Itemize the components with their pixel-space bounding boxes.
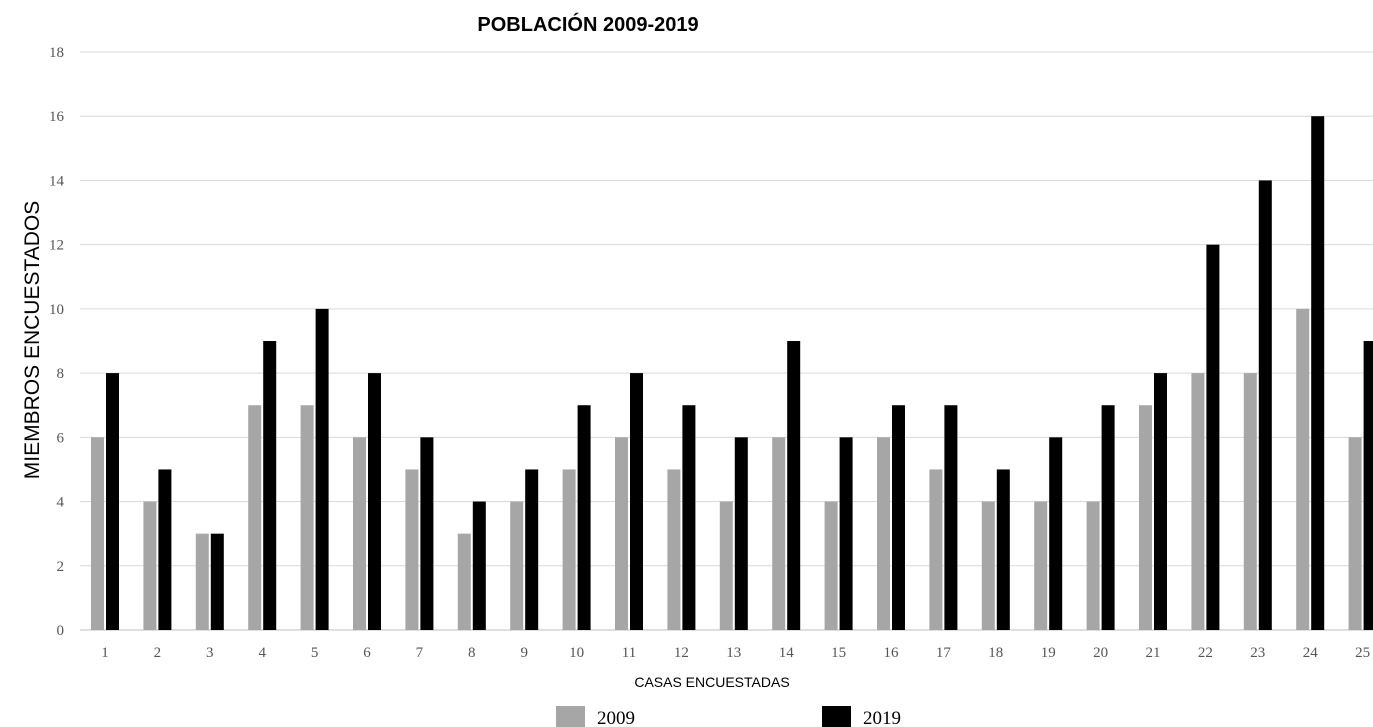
bar-2009-6 (353, 437, 366, 630)
x-tick-10: 10 (569, 645, 584, 661)
x-tick-25: 25 (1355, 645, 1370, 661)
x-tick-23: 23 (1250, 645, 1265, 661)
bar-2019-8 (472, 501, 486, 630)
bar-2019-2 (158, 469, 172, 630)
y-tick-16: 16 (49, 109, 65, 125)
legend-swatch-2019 (822, 706, 851, 727)
bar-2009-20 (1086, 501, 1100, 630)
bar-2019-14 (787, 341, 801, 630)
y-axis-label: MIEMBROS ENCUESTADOS (21, 201, 44, 479)
bar-2019-6 (368, 373, 381, 630)
bar-2009-8 (457, 533, 471, 630)
y-tick-0: 0 (57, 623, 65, 639)
bar-2019-1 (106, 373, 119, 630)
bar-2019-9 (525, 469, 539, 630)
bar-2019-15 (839, 437, 853, 630)
legend-label-2019: 2019 (863, 708, 901, 727)
bar-2009-21 (1139, 405, 1152, 630)
bar-2009-5 (300, 405, 314, 630)
legend: 2009 2019 (556, 706, 901, 727)
legend-label-2009: 2009 (597, 708, 635, 727)
x-tick-4: 4 (258, 645, 266, 661)
bar-2019-25 (1363, 341, 1373, 630)
y-tick-18: 18 (49, 45, 64, 61)
bar-2009-16 (877, 437, 890, 630)
bar-2009-18 (981, 501, 995, 630)
bar-2019-11 (630, 373, 643, 630)
bar-2009-19 (1034, 501, 1048, 630)
x-tick-12: 12 (674, 645, 689, 661)
x-tick-21: 21 (1146, 645, 1161, 661)
x-tick-11: 11 (622, 645, 636, 661)
x-tick-9: 9 (520, 645, 528, 661)
bar-2019-22 (1206, 244, 1220, 630)
x-tick-1: 1 (101, 645, 109, 661)
x-tick-13: 13 (726, 645, 741, 661)
y-tick-8: 8 (57, 366, 65, 382)
legend-swatch-2009 (556, 706, 585, 727)
bar-2019-16 (892, 405, 905, 630)
x-tick-17: 17 (936, 645, 952, 661)
x-tick-15: 15 (831, 645, 846, 661)
grid-lines (80, 51, 1373, 631)
bar-2009-22 (1191, 373, 1205, 630)
bars (91, 116, 1373, 630)
x-tick-6: 6 (363, 645, 371, 661)
bar-2019-5 (315, 308, 329, 630)
bar-2009-9 (510, 501, 524, 630)
bar-2009-4 (248, 405, 262, 630)
y-tick-4: 4 (57, 495, 65, 511)
bar-2019-13 (734, 437, 748, 630)
x-tick-8: 8 (468, 645, 476, 661)
bar-2019-18 (996, 469, 1010, 630)
y-tick-labels: 0 2 4 6 8 10 12 14 16 18 (49, 45, 65, 639)
bar-2019-7 (420, 437, 434, 630)
x-tick-2: 2 (154, 645, 162, 661)
bar-2019-20 (1101, 405, 1115, 630)
bar-2009-24 (1296, 308, 1310, 630)
bar-2019-3 (210, 533, 224, 630)
bar-2019-21 (1154, 373, 1167, 630)
bar-2009-25 (1348, 437, 1362, 630)
x-tick-5: 5 (311, 645, 319, 661)
bar-2009-23 (1243, 373, 1257, 630)
x-tick-18: 18 (988, 645, 1003, 661)
bar-2009-17 (929, 469, 943, 630)
y-tick-6: 6 (57, 430, 65, 446)
bar-2019-19 (1049, 437, 1063, 630)
x-tick-20: 20 (1093, 645, 1108, 661)
bar-2019-12 (682, 405, 696, 630)
bar-2009-13 (719, 501, 733, 630)
x-tick-24: 24 (1303, 645, 1319, 661)
bar-2009-10 (562, 469, 576, 630)
y-tick-14: 14 (49, 173, 65, 189)
x-tick-3: 3 (206, 645, 214, 661)
x-tick-labels: 1 2 3 4 5 6 7 8 9 10 11 12 13 14 15 16 17 18 19 20 21 22 23 24 2… (101, 645, 1370, 661)
bar-2019-10 (577, 405, 591, 630)
x-axis-label: CASAS ENCUESTADAS (634, 674, 789, 690)
y-tick-12: 12 (49, 238, 64, 254)
bar-2009-2 (143, 501, 157, 630)
bar-2009-3 (195, 533, 209, 630)
y-tick-10: 10 (49, 302, 64, 318)
x-tick-22: 22 (1198, 645, 1213, 661)
bar-2009-1 (91, 437, 104, 630)
x-tick-16: 16 (884, 645, 900, 661)
bar-2009-7 (405, 469, 419, 630)
bar-2009-12 (667, 469, 681, 630)
bar-2009-14 (772, 437, 786, 630)
bar-2009-15 (824, 501, 838, 630)
bar-2009-11 (615, 437, 628, 630)
x-tick-7: 7 (416, 645, 424, 661)
x-tick-14: 14 (779, 645, 795, 661)
bar-2019-24 (1311, 116, 1325, 630)
bar-2019-23 (1258, 180, 1272, 630)
bar-2019-17 (944, 405, 958, 630)
x-tick-19: 19 (1041, 645, 1056, 661)
chart-title: POBLACIÓN 2009-2019 (477, 12, 698, 36)
y-tick-2: 2 (57, 559, 65, 575)
bar-2019-4 (263, 341, 277, 630)
